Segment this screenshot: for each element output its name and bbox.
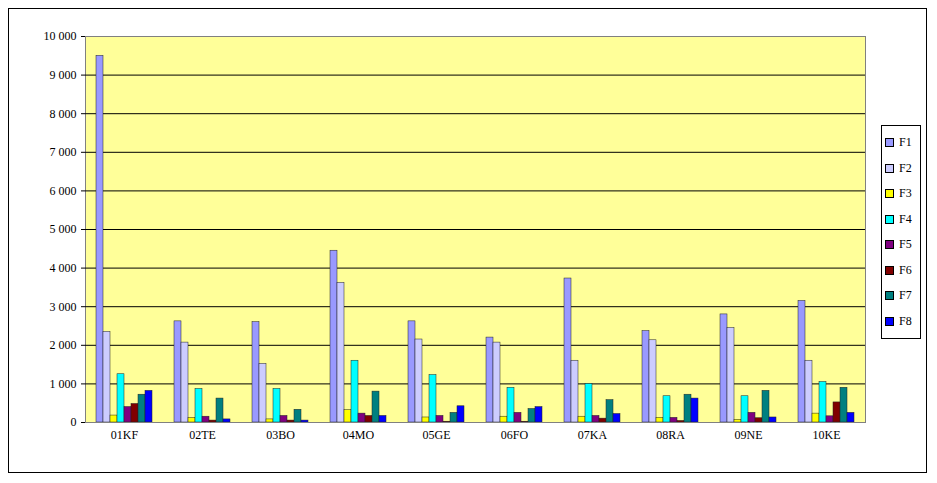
html-text:F3: F3 bbox=[899, 186, 912, 201]
svg-text:5 000: 5 000 bbox=[50, 222, 77, 236]
html-text:F1: F1 bbox=[899, 135, 912, 150]
html-text:F5: F5 bbox=[899, 237, 912, 252]
svg-text:03BO: 03BO bbox=[266, 428, 295, 442]
svg-text:2 000: 2 000 bbox=[50, 338, 77, 352]
svg-text:3 000: 3 000 bbox=[50, 300, 77, 314]
svg-text:0: 0 bbox=[71, 415, 77, 429]
svg-text:08RA: 08RA bbox=[656, 428, 685, 442]
html-text:F4: F4 bbox=[899, 211, 912, 226]
html-text:F2: F2 bbox=[899, 160, 912, 175]
svg-text:7 000: 7 000 bbox=[50, 145, 77, 159]
html-text:F7: F7 bbox=[899, 288, 912, 303]
svg-text:1 000: 1 000 bbox=[50, 377, 77, 391]
svg-text:4 000: 4 000 bbox=[50, 261, 77, 275]
svg-text:06FO: 06FO bbox=[501, 428, 529, 442]
svg-text:8 000: 8 000 bbox=[50, 107, 77, 121]
svg-text:9 000: 9 000 bbox=[50, 68, 77, 82]
svg-text:10KE: 10KE bbox=[813, 428, 841, 442]
svg-text:04MO: 04MO bbox=[343, 428, 375, 442]
svg-text:09NE: 09NE bbox=[735, 428, 763, 442]
svg-text:02TE: 02TE bbox=[189, 428, 216, 442]
html-text:F8: F8 bbox=[899, 313, 912, 328]
svg-text:07KA: 07KA bbox=[578, 428, 608, 442]
html-text:F6: F6 bbox=[899, 262, 912, 277]
svg-text:01KF: 01KF bbox=[111, 428, 139, 442]
svg-text:05GE: 05GE bbox=[423, 428, 451, 442]
svg-text:10 000: 10 000 bbox=[44, 29, 77, 43]
svg-text:6 000: 6 000 bbox=[50, 184, 77, 198]
